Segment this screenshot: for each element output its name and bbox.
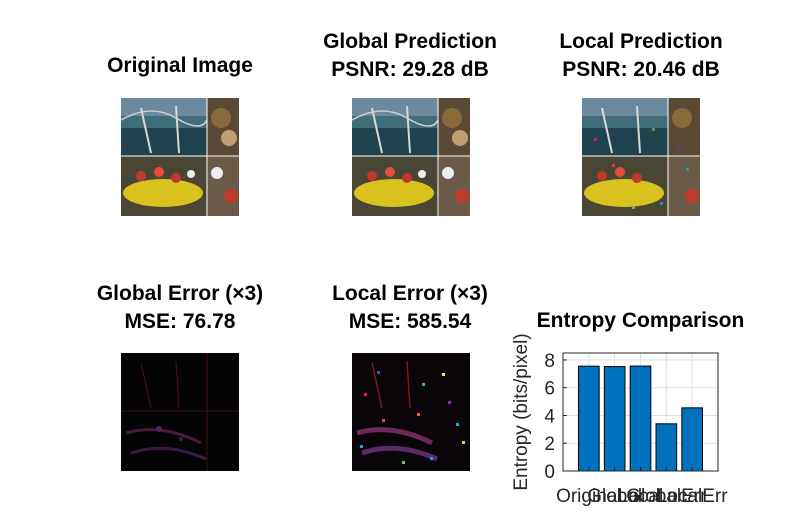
chart-title: Entropy Comparison [537,309,745,332]
y-tick-label: 0 [544,462,555,483]
y-axis-label: Entropy (bits/pixel) [511,333,532,490]
bar-globalerr [655,423,678,472]
x-tick-label: Local [618,486,663,507]
global-error-mse: MSE: 76.78 [124,310,236,333]
global-prediction-psnr: PSNR: 29.28 dB [331,58,489,81]
local-error-mse: MSE: 585.54 [348,310,472,333]
local-error-image [352,353,470,471]
bar-localerr [681,407,703,472]
original-image-title-text: Original Image [107,54,253,77]
global-prediction-image [352,98,470,216]
local-prediction-title-text: Local Prediction [559,30,723,53]
local-prediction-image [582,98,700,216]
bar-original [578,365,600,472]
y-tick-label: 4 [544,406,555,427]
y-tick-label: 8 [544,351,555,372]
original-image-title: Original Image [60,52,300,80]
global-prediction-title-text: Global Prediction [323,30,497,53]
y-tick-label: 2 [544,434,555,455]
global-error-title-text: Global Error (×3) [96,282,264,305]
local-prediction-title: Local Prediction PSNR: 20.46 dB [521,28,761,84]
global-error-title: Global Error (×3) MSE: 76.78 [60,280,300,336]
x-tick-label: GlobalErr [626,486,707,507]
global-prediction-title: Global Prediction PSNR: 29.28 dB [290,28,530,84]
x-tick-label: LocalErr [657,486,728,507]
original-image [121,98,239,216]
local-error-title-text: Local Error (×3) [332,282,488,305]
y-tick-label: 6 [544,379,555,400]
x-tick-label: Global [587,486,642,507]
bar-global [603,366,626,472]
bar-local [629,365,652,472]
local-prediction-psnr: PSNR: 20.46 dB [562,58,720,81]
x-tick-label: Original [556,486,621,507]
global-error-image [121,353,239,471]
local-error-title: Local Error (×3) MSE: 585.54 [290,280,530,336]
